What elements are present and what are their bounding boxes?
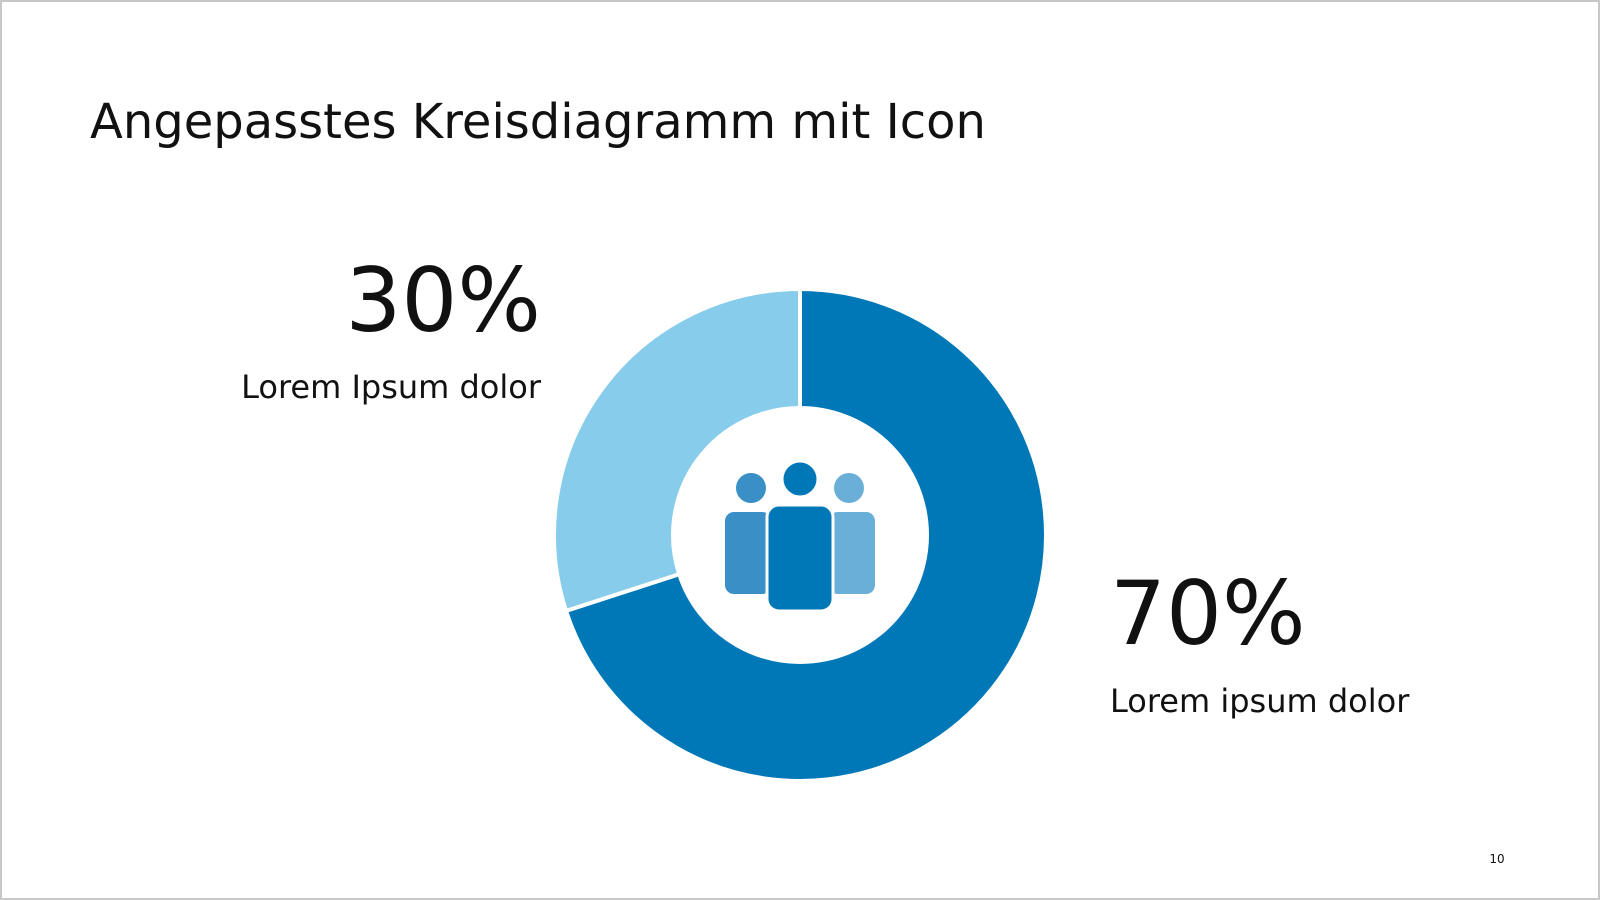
icon-body <box>829 512 875 594</box>
icon-body <box>725 512 771 594</box>
slide-title: Angepasstes Kreisdiagramm mit Icon <box>90 94 986 150</box>
icon-head <box>736 473 766 503</box>
icon-head <box>834 473 864 503</box>
icon-body <box>765 503 835 613</box>
category-label: Lorem ipsum dolor <box>1110 682 1410 720</box>
value-label: 30% <box>345 249 541 352</box>
page-number: 10 <box>1489 852 1504 866</box>
icon-head <box>780 459 820 499</box>
category-label: Lorem Ipsum dolor <box>241 368 542 406</box>
people-icon <box>725 459 875 613</box>
value-label: 70% <box>1110 562 1306 665</box>
donut-segment <box>563 286 1048 783</box>
donut-segment <box>552 286 802 614</box>
donut-chart <box>552 286 1048 783</box>
